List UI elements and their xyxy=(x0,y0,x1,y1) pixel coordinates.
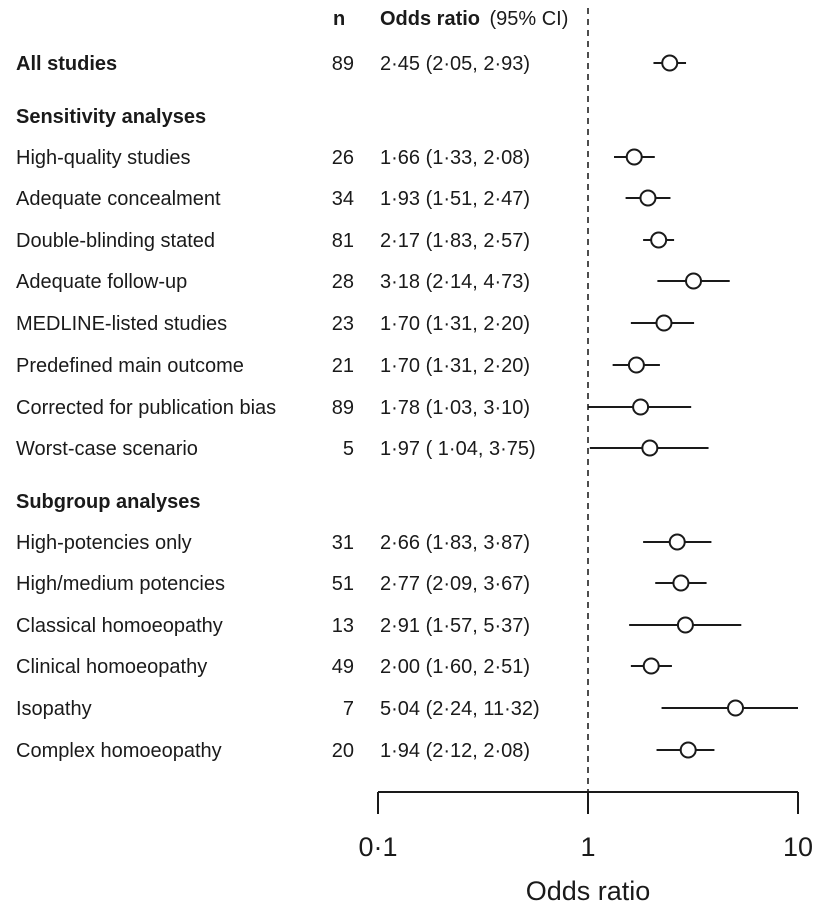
x-axis-tick-label: 1 xyxy=(580,832,595,862)
row-n-value: 31 xyxy=(332,532,354,554)
point-estimate-marker xyxy=(642,657,660,675)
row-odds-ratio-ci: 1·94 (2·12, 2·08) xyxy=(380,740,530,762)
row-label: Classical homoeopathy xyxy=(16,615,223,637)
row-label: Predefined main outcome xyxy=(16,355,244,377)
point-estimate-marker xyxy=(727,699,745,717)
row-n-value: 49 xyxy=(332,656,354,678)
point-estimate-marker xyxy=(650,231,668,249)
row-odds-ratio-ci: 1·70 (1·31, 2·20) xyxy=(380,355,530,377)
row-label: Double-blinding stated xyxy=(16,230,215,252)
x-axis-tick-label: 10 xyxy=(783,832,813,862)
ci-header-text: (95% CI) xyxy=(489,8,568,30)
row-label: Adequate concealment xyxy=(16,188,221,210)
row-label: High-potencies only xyxy=(16,532,192,554)
row-label: Worst-case scenario xyxy=(16,438,198,460)
row-n-value: 34 xyxy=(332,188,354,210)
point-estimate-marker xyxy=(661,54,679,72)
row-n-value: 20 xyxy=(332,740,354,762)
row-n-value: 51 xyxy=(332,573,354,595)
row-label: Adequate follow-up xyxy=(16,271,187,293)
row-odds-ratio-ci: 1·78 (1·03, 3·10) xyxy=(380,397,530,419)
point-estimate-marker xyxy=(632,398,650,416)
row-n-value: 13 xyxy=(332,615,354,637)
row-odds-ratio-ci: 2·00 (1·60, 2·51) xyxy=(380,656,530,678)
row-odds-ratio-ci: 2·77 (2·09, 3·67) xyxy=(380,573,530,595)
odds-ratio-header-bold: Odds ratio xyxy=(380,8,480,30)
point-estimate-marker xyxy=(685,272,703,290)
row-n-value: 89 xyxy=(332,53,354,75)
row-label: MEDLINE-listed studies xyxy=(16,313,227,335)
point-estimate-marker xyxy=(641,439,659,457)
row-label: High-quality studies xyxy=(16,147,191,169)
row-label: Clinical homoeopathy xyxy=(16,656,207,678)
row-n-value: 81 xyxy=(332,230,354,252)
odds-ratio-column-header: Odds ratio (95% CI) xyxy=(380,8,568,30)
point-estimate-marker xyxy=(625,148,643,166)
row-odds-ratio-ci: 2·91 (1·57, 5·37) xyxy=(380,615,530,637)
row-label: Complex homoeopathy xyxy=(16,740,222,762)
row-odds-ratio-ci: 2·17 (1·83, 2·57) xyxy=(380,230,530,252)
row-n-value: 23 xyxy=(332,313,354,335)
row-odds-ratio-ci: 2·45 (2·05, 2·93) xyxy=(380,53,530,75)
row-odds-ratio-ci: 3·18 (2·14, 4·73) xyxy=(380,271,530,293)
point-estimate-marker xyxy=(639,189,657,207)
point-estimate-marker xyxy=(668,533,686,551)
point-estimate-marker xyxy=(655,314,673,332)
point-estimate-marker xyxy=(676,616,694,634)
row-label: Isopathy xyxy=(16,698,92,720)
point-estimate-marker xyxy=(627,356,645,374)
x-axis-tick-label: 0·1 xyxy=(358,832,397,862)
row-label: High/medium potencies xyxy=(16,573,225,595)
row-n-value: 28 xyxy=(332,271,354,293)
row-odds-ratio-ci: 1·97 ( 1·04, 3·75) xyxy=(380,438,536,460)
row-n-value: 89 xyxy=(332,397,354,419)
row-label: Corrected for publication bias xyxy=(16,397,276,419)
x-axis: 0·1 1 10 xyxy=(358,791,813,862)
row-odds-ratio-ci: 2·66 (1·83, 3·87) xyxy=(380,532,530,554)
row-odds-ratio-ci: 1·70 (1·31, 2·20) xyxy=(380,313,530,335)
x-axis-label: Odds ratio xyxy=(526,876,651,906)
row-n-value: 5 xyxy=(343,438,354,460)
row-odds-ratio-ci: 1·93 (1·51, 2·47) xyxy=(380,188,530,210)
section-header: Subgroup analyses xyxy=(16,491,201,513)
row-n-value: 21 xyxy=(332,355,354,377)
section-header: Sensitivity analyses xyxy=(16,106,206,128)
rows-group: All studies 89 2·45 (2·05, 2·93) Sensitivit… xyxy=(16,53,798,762)
row-odds-ratio-ci: 5·04 (2·24, 11·32) xyxy=(380,698,540,720)
row-n-value: 26 xyxy=(332,147,354,169)
row-n-value: 7 xyxy=(343,698,354,720)
row-label: All studies xyxy=(16,53,117,75)
row-odds-ratio-ci: 1·66 (1·33, 2·08) xyxy=(380,147,530,169)
n-column-header: n xyxy=(333,8,345,30)
point-estimate-marker xyxy=(679,741,697,759)
point-estimate-marker xyxy=(672,574,690,592)
